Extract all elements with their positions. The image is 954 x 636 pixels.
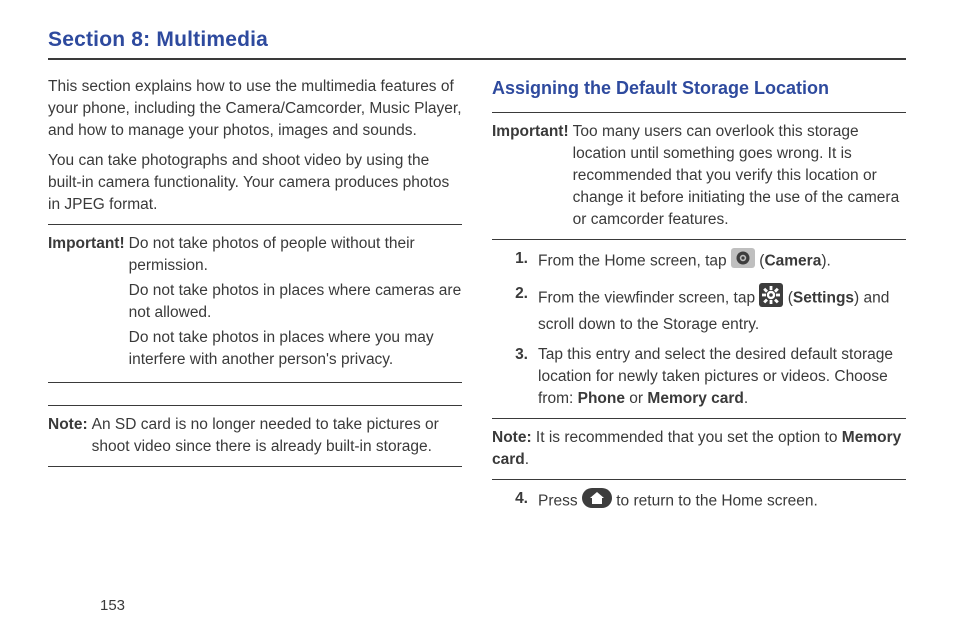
divider <box>48 382 462 383</box>
divider <box>48 466 462 467</box>
important-body: Too many users can overlook this storage… <box>573 121 906 231</box>
note-block: Note: An SD card is no longer needed to … <box>48 414 462 458</box>
divider <box>492 112 906 113</box>
important-block: Important! Too many users can overlook t… <box>492 121 906 231</box>
steps-list-2: 4. Press to return to the Home screen. <box>510 488 906 515</box>
step-text-part: From the viewfinder screen, tap <box>538 289 759 306</box>
important-line: Do not take photos in places where you m… <box>129 327 462 371</box>
important-line: Do not take photos of people without the… <box>129 233 462 277</box>
title-rule <box>48 58 906 60</box>
left-column: This section explains how to use the mul… <box>48 76 462 523</box>
important-block: Important! Do not take photos of people … <box>48 233 462 374</box>
note-body: An SD card is no longer needed to take p… <box>92 414 462 458</box>
step-number: 3. <box>510 344 538 410</box>
important-body: Do not take photos of people without the… <box>129 233 462 374</box>
important-label: Important! <box>48 233 129 374</box>
step-text: From the viewfinder screen, tap <box>538 283 906 336</box>
step-number: 4. <box>510 488 538 515</box>
home-icon <box>582 488 612 515</box>
section-title: Section 8: Multimedia <box>48 28 906 52</box>
step-bold: Camera <box>764 252 821 269</box>
step-text: Press to return to the Home screen. <box>538 488 906 515</box>
right-column: Assigning the Default Storage Location I… <box>492 76 906 523</box>
divider <box>492 418 906 419</box>
note-text: . <box>525 451 529 468</box>
list-item: 1. From the Home screen, tap (Camera). <box>510 248 906 275</box>
step-bold: Settings <box>793 289 854 306</box>
step-text-part: ). <box>821 252 830 269</box>
step-bold: Memory card <box>647 390 743 407</box>
step-text-part: or <box>625 390 647 407</box>
note-label: Note: <box>492 429 532 446</box>
list-item: 4. Press to return to the Home screen. <box>510 488 906 515</box>
list-item: 3. Tap this entry and select the desired… <box>510 344 906 410</box>
columns: This section explains how to use the mul… <box>48 76 906 523</box>
steps-list: 1. From the Home screen, tap (Camera). <box>510 248 906 410</box>
important-label: Important! <box>492 121 573 231</box>
step-number: 2. <box>510 283 538 336</box>
step-text-part: From the Home screen, tap <box>538 252 731 269</box>
intro-paragraph-2: You can take photographs and shoot video… <box>48 150 462 216</box>
divider <box>492 239 906 240</box>
camera-icon <box>731 248 755 275</box>
gear-icon <box>759 283 783 314</box>
step-number: 1. <box>510 248 538 275</box>
note-block: Note: It is recommended that you set the… <box>492 427 906 471</box>
page-number: 153 <box>100 597 125 614</box>
important-line: Do not take photos in places where camer… <box>129 280 462 324</box>
step-text-part: . <box>744 390 748 407</box>
list-item: 2. From the viewfinder screen, tap <box>510 283 906 336</box>
step-text: From the Home screen, tap (Camera). <box>538 248 906 275</box>
note-text: It is recommended that you set the optio… <box>536 429 842 446</box>
step-text-part: Press <box>538 492 582 509</box>
intro-paragraph-1: This section explains how to use the mul… <box>48 76 462 142</box>
subheading: Assigning the Default Storage Location <box>492 76 906 102</box>
divider <box>48 405 462 406</box>
step-text: Tap this entry and select the desired de… <box>538 344 906 410</box>
divider <box>48 224 462 225</box>
step-bold: Phone <box>578 390 625 407</box>
step-text-part: to return to the Home screen. <box>616 492 818 509</box>
note-label: Note: <box>48 414 92 458</box>
divider <box>492 479 906 480</box>
